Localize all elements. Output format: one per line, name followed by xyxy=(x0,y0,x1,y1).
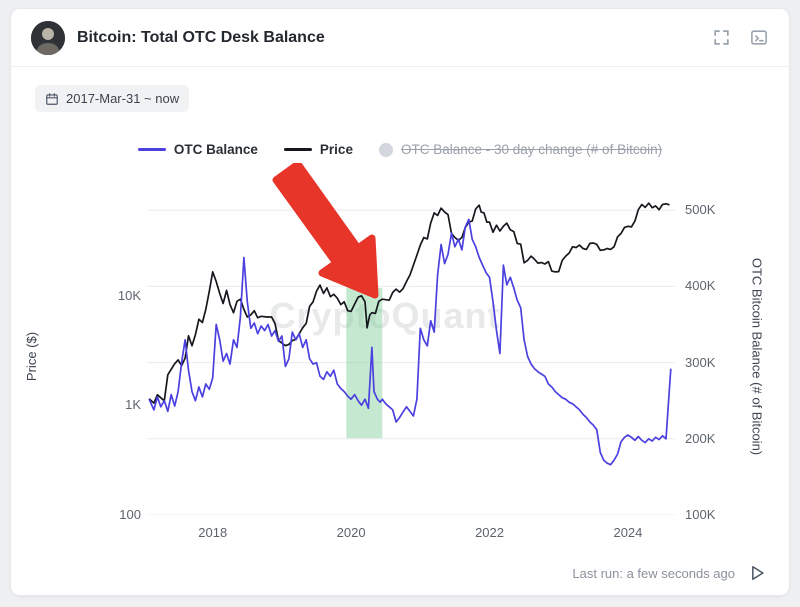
legend-label: Price xyxy=(319,142,353,157)
date-range-chip[interactable]: 2017-Mar-31 ~ now xyxy=(35,85,190,112)
left-axis-label: Price ($) xyxy=(24,331,40,382)
legend-label: OTC Balance - 30 day change (# of Bitcoi… xyxy=(400,142,663,157)
run-play-button[interactable] xyxy=(747,563,767,583)
page-title: Bitcoin: Total OTC Desk Balance xyxy=(77,28,325,46)
terminal-icon[interactable] xyxy=(749,28,769,47)
disabled-series-dot-swatch xyxy=(378,142,393,157)
legend-label: OTC Balance xyxy=(173,142,258,157)
price-line-swatch xyxy=(283,148,312,151)
tick-label: 100K xyxy=(685,507,716,522)
legend-item-price[interactable]: Price xyxy=(283,142,353,157)
last-run-label: Last run: a few seconds ago xyxy=(572,565,735,581)
chart-legend: OTC Balance Price OTC Balance - 30 day c… xyxy=(35,142,765,157)
author-avatar[interactable] xyxy=(31,20,65,55)
card-body: 2017-Mar-31 ~ now OTC Balance Price OTC … xyxy=(11,67,789,563)
tick-label: 500K xyxy=(685,202,716,218)
tick-label: 2020 xyxy=(336,525,366,540)
tick-label: 10K xyxy=(117,287,141,303)
tick-label: 2024 xyxy=(613,525,643,540)
right-axis-label: OTC Bitcoin Balance (# of Bitcoin) xyxy=(749,257,765,456)
tick-label: 2022 xyxy=(475,525,504,540)
chart-area: CryptoQuant Price ($) OTC Bitcoin Balanc… xyxy=(24,163,765,563)
tick-label: 200K xyxy=(685,430,716,446)
person-silhouette-icon xyxy=(31,20,65,55)
card-footer: Last run: a few seconds ago xyxy=(572,563,767,583)
legend-item-otc-30d-change[interactable]: OTC Balance - 30 day change (# of Bitcoi… xyxy=(378,142,663,157)
calendar-icon xyxy=(46,92,58,105)
series-otc-balance xyxy=(148,218,672,466)
tick-label: 400K xyxy=(685,278,716,294)
series-price xyxy=(148,202,670,404)
otc-balance-line-swatch xyxy=(137,148,166,151)
tick-label: 300K xyxy=(685,354,716,370)
plot-canvas[interactable] xyxy=(147,195,675,515)
legend-item-otc-balance[interactable]: OTC Balance xyxy=(137,142,258,157)
tick-label: 2018 xyxy=(198,525,228,540)
left-axis-ticks: 100 1K 10K xyxy=(93,163,141,563)
fullscreen-icon[interactable] xyxy=(712,28,731,47)
right-axis-ticks: 100K 200K 300K 400K 500K xyxy=(685,163,737,563)
date-range-label: 2017-Mar-31 ~ now xyxy=(66,91,180,106)
card-header: Bitcoin: Total OTC Desk Balance xyxy=(11,9,789,67)
tick-label: 1K xyxy=(125,397,141,413)
chart-card: Bitcoin: Total OTC Desk Balance 2017-Mar… xyxy=(10,8,790,596)
tick-label: 100 xyxy=(119,507,141,522)
